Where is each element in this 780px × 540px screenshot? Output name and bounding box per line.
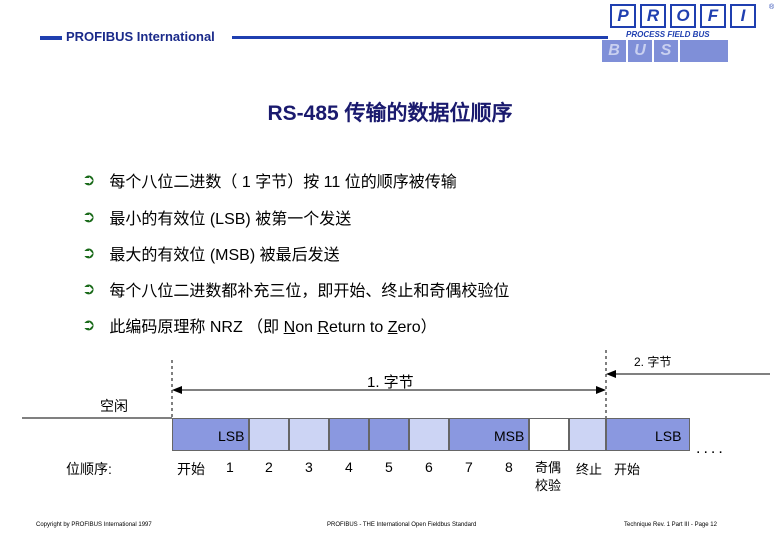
bullet-text: 每个八位二进数（ 1 字节）按 11 位的顺序被传输 bbox=[109, 174, 457, 191]
bit-number: 1 bbox=[226, 459, 234, 475]
arrow-head-left bbox=[172, 386, 182, 394]
logo-bus-letter: S bbox=[654, 40, 678, 62]
byte1-label: 1. 字节 bbox=[367, 374, 414, 391]
logo-letter: O bbox=[670, 4, 696, 28]
idle-label: 空闲 bbox=[100, 398, 128, 414]
bit-cell bbox=[289, 418, 329, 451]
bit-cell bbox=[329, 418, 369, 451]
footer-copyright: Copyright by PROFIBUS International 1997 bbox=[36, 522, 152, 528]
next-start-bit-label: 开始 bbox=[614, 462, 641, 477]
logo-bus-letter: B bbox=[602, 40, 626, 62]
bullet-item: ➲ 最大的有效位 (MSB) 被最后发送 bbox=[82, 241, 340, 265]
lsb-label: LSB bbox=[218, 428, 245, 444]
organization-name: PROFIBUS International bbox=[66, 29, 215, 44]
logo-letters: P R O F I bbox=[610, 4, 756, 28]
arrow-head-right bbox=[596, 386, 606, 394]
bit-cell bbox=[249, 418, 289, 451]
header-rule bbox=[232, 36, 608, 39]
registered-mark: ® bbox=[769, 4, 775, 11]
arrow-icon: ➲ bbox=[82, 245, 96, 262]
bit-cell bbox=[369, 418, 409, 451]
logo-bus-letter: U bbox=[628, 40, 652, 62]
byte-timing-arrows bbox=[22, 350, 770, 420]
bit-order-label: 位顺序: bbox=[66, 461, 112, 477]
bit-cell bbox=[606, 418, 690, 451]
start-bit-label: 开始 bbox=[177, 461, 205, 477]
logo-letter: R bbox=[640, 4, 666, 28]
bit-number: 4 bbox=[345, 459, 353, 475]
arrow-icon: ➲ bbox=[82, 209, 96, 226]
bullet-item: ➲ 每个八位二进数（ 1 字节）按 11 位的顺序被传输 bbox=[82, 168, 457, 192]
bit-cell bbox=[449, 418, 529, 451]
arrow-icon: ➲ bbox=[82, 172, 96, 189]
logo-letter: I bbox=[730, 4, 756, 28]
bit-cell bbox=[529, 418, 569, 451]
lsb-label-next: LSB bbox=[655, 428, 682, 444]
parity-bit-label: 奇偶 校验 bbox=[535, 460, 562, 493]
header-accent-bar bbox=[40, 36, 62, 40]
bit-number: 2 bbox=[265, 459, 273, 475]
footer-center: PROFIBUS - THE International Open Fieldb… bbox=[327, 522, 477, 528]
bullet-text: 最大的有效位 (MSB) 被最后发送 bbox=[109, 247, 340, 264]
bit-number: 5 bbox=[385, 459, 393, 475]
bullet-text: 每个八位二进数都补充三位，即开始、终止和奇偶校验位 bbox=[109, 283, 510, 300]
page-title: RS-485 传输的数据位顺序 bbox=[267, 102, 513, 125]
stop-bit-label: 终止 bbox=[576, 462, 603, 477]
footer-page-info: Technique Rev. 1 Part III - Page 12 bbox=[624, 522, 717, 528]
bit-cell bbox=[172, 418, 249, 451]
bullet-item: ➲ 每个八位二进数都补充三位，即开始、终止和奇偶校验位 bbox=[82, 277, 509, 301]
profibus-logo: P R O F I B U S bbox=[602, 4, 775, 68]
bit-cell bbox=[569, 418, 606, 451]
logo-letter: P bbox=[610, 4, 636, 28]
arrow-icon: ➲ bbox=[82, 281, 96, 298]
logo-letter: F bbox=[700, 4, 726, 28]
logo-subtitle: PROCESS FIELD BUS bbox=[626, 30, 710, 39]
logo-bus-letters: B U S bbox=[602, 40, 728, 62]
bullet-text: 此编码原理称 NRZ （即 Non Return to Zero） bbox=[109, 319, 437, 336]
logo-bus-letter bbox=[680, 40, 728, 62]
bit-number: 3 bbox=[305, 459, 313, 475]
bullet-item: ➲ 最小的有效位 (LSB) 被第一个发送 bbox=[82, 205, 351, 229]
byte2-label: 2. 字节 bbox=[634, 355, 672, 369]
bit-cell bbox=[409, 418, 449, 451]
arrow-icon: ➲ bbox=[82, 317, 96, 334]
bit-number: 7 bbox=[465, 459, 473, 475]
msb-label: MSB bbox=[494, 428, 525, 444]
bit-number: 8 bbox=[505, 459, 513, 475]
arrow-head-left bbox=[606, 370, 616, 378]
bit-number: 6 bbox=[425, 459, 433, 475]
continuation-ellipsis: .... bbox=[696, 440, 726, 457]
bullet-item: ➲ 此编码原理称 NRZ （即 Non Return to Zero） bbox=[82, 313, 437, 337]
bullet-text: 最小的有效位 (LSB) 被第一个发送 bbox=[109, 211, 352, 228]
